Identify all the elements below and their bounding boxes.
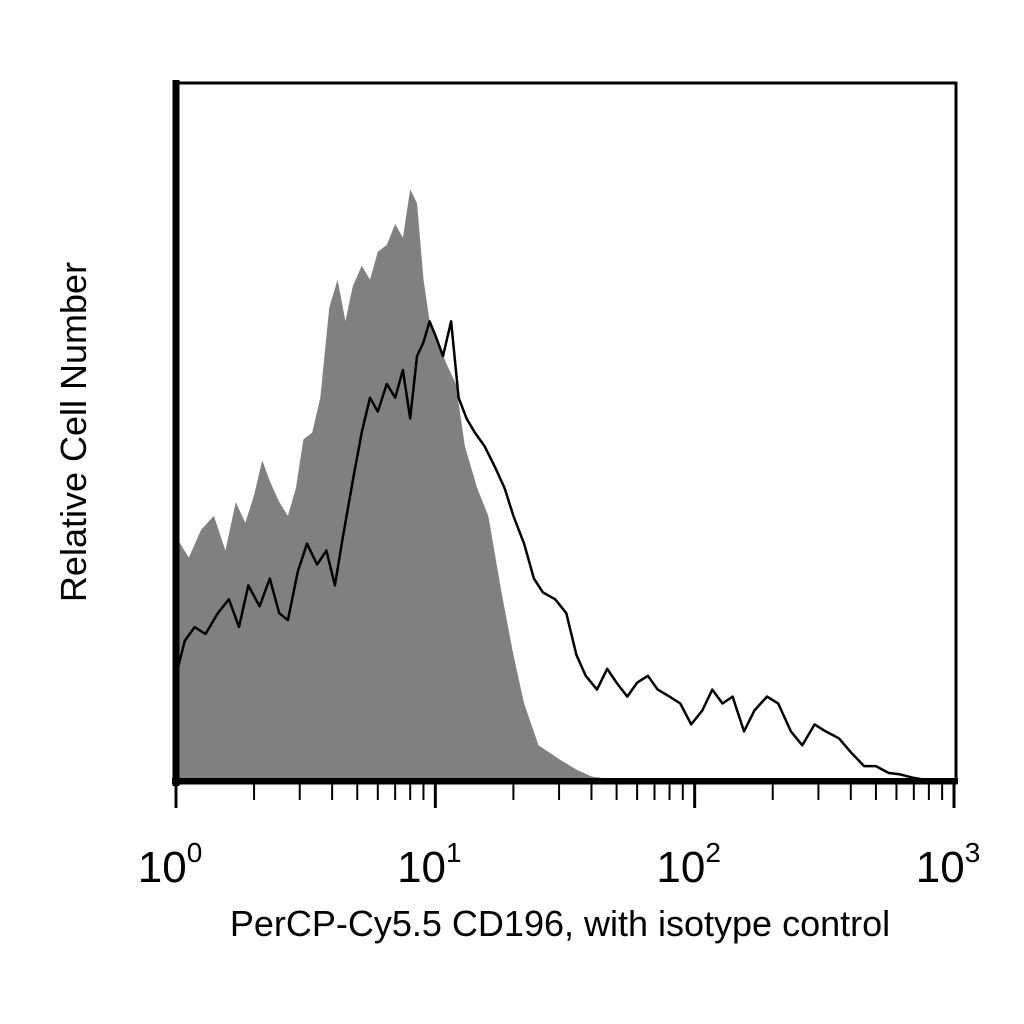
plot-layer (174, 189, 954, 782)
x-tick-label: 101 (397, 837, 462, 892)
isotype-control-histogram (176, 189, 954, 781)
cd196-histogram-line (174, 320, 927, 782)
x-tick-label: 103 (916, 837, 981, 892)
x-axis-label: PerCP-Cy5.5 CD196, with isotype control (230, 903, 890, 944)
x-tick-label: 102 (656, 837, 721, 892)
x-axis-ticks: 100 101 102 103 (138, 783, 981, 892)
y-axis-label: Relative Cell Number (53, 262, 94, 602)
x-tick-label: 100 (138, 837, 203, 892)
